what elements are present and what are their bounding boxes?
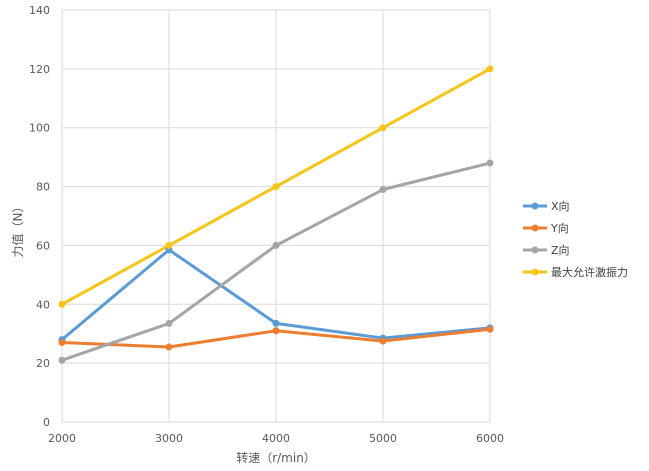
- y-axis-title: 力值（N）: [10, 201, 25, 258]
- legend-label: 最大允许激振力: [551, 265, 628, 279]
- y-tick-labels: 0 20 40 60 80 100 120 140: [29, 4, 50, 429]
- data-point: [58, 339, 66, 347]
- data-point: [272, 319, 280, 327]
- data-point: [272, 327, 280, 335]
- data-point: [58, 300, 66, 308]
- data-point: [58, 356, 66, 364]
- legend-item: Z向: [523, 243, 570, 257]
- x-tick-label: 4000: [262, 432, 290, 445]
- y-tick-label: 40: [36, 298, 50, 311]
- data-point: [486, 65, 494, 73]
- legend-label: X向: [551, 199, 570, 213]
- x-tick-labels: 2000 3000 4000 5000 6000: [48, 432, 504, 445]
- legend-item: X向: [523, 199, 570, 213]
- series-points: [58, 65, 494, 364]
- y-tick-label: 60: [36, 239, 50, 252]
- data-point: [165, 241, 173, 249]
- x-tick-label: 5000: [369, 432, 397, 445]
- y-tick-label: 20: [36, 357, 50, 370]
- legend-label: Y向: [550, 221, 569, 235]
- data-point: [272, 183, 280, 191]
- data-point: [379, 337, 387, 345]
- data-point: [379, 124, 387, 132]
- y-tick-label: 100: [29, 122, 50, 135]
- y-tick-label: 80: [36, 181, 50, 194]
- legend-item: Y向: [523, 221, 569, 235]
- x-tick-label: 6000: [476, 432, 504, 445]
- legend-item: 最大允许激振力: [523, 265, 628, 279]
- data-point: [486, 159, 494, 167]
- x-tick-label: 3000: [155, 432, 183, 445]
- x-axis-title: 转速（r/min）: [236, 450, 316, 465]
- data-point: [165, 319, 173, 327]
- data-point: [165, 343, 173, 351]
- y-tick-label: 120: [29, 63, 50, 76]
- legend-swatch-marker: [531, 224, 539, 232]
- y-tick-label: 0: [43, 416, 50, 429]
- y-tick-label: 140: [29, 4, 50, 17]
- legend-swatch-marker: [531, 202, 539, 210]
- legend-label: Z向: [551, 243, 570, 257]
- data-point: [486, 325, 494, 333]
- data-point: [379, 186, 387, 194]
- legend-swatch-marker: [531, 246, 539, 254]
- x-tick-label: 2000: [48, 432, 76, 445]
- x-gridlines: [61, 10, 491, 422]
- data-point: [272, 241, 280, 249]
- legend-swatch-marker: [531, 268, 539, 276]
